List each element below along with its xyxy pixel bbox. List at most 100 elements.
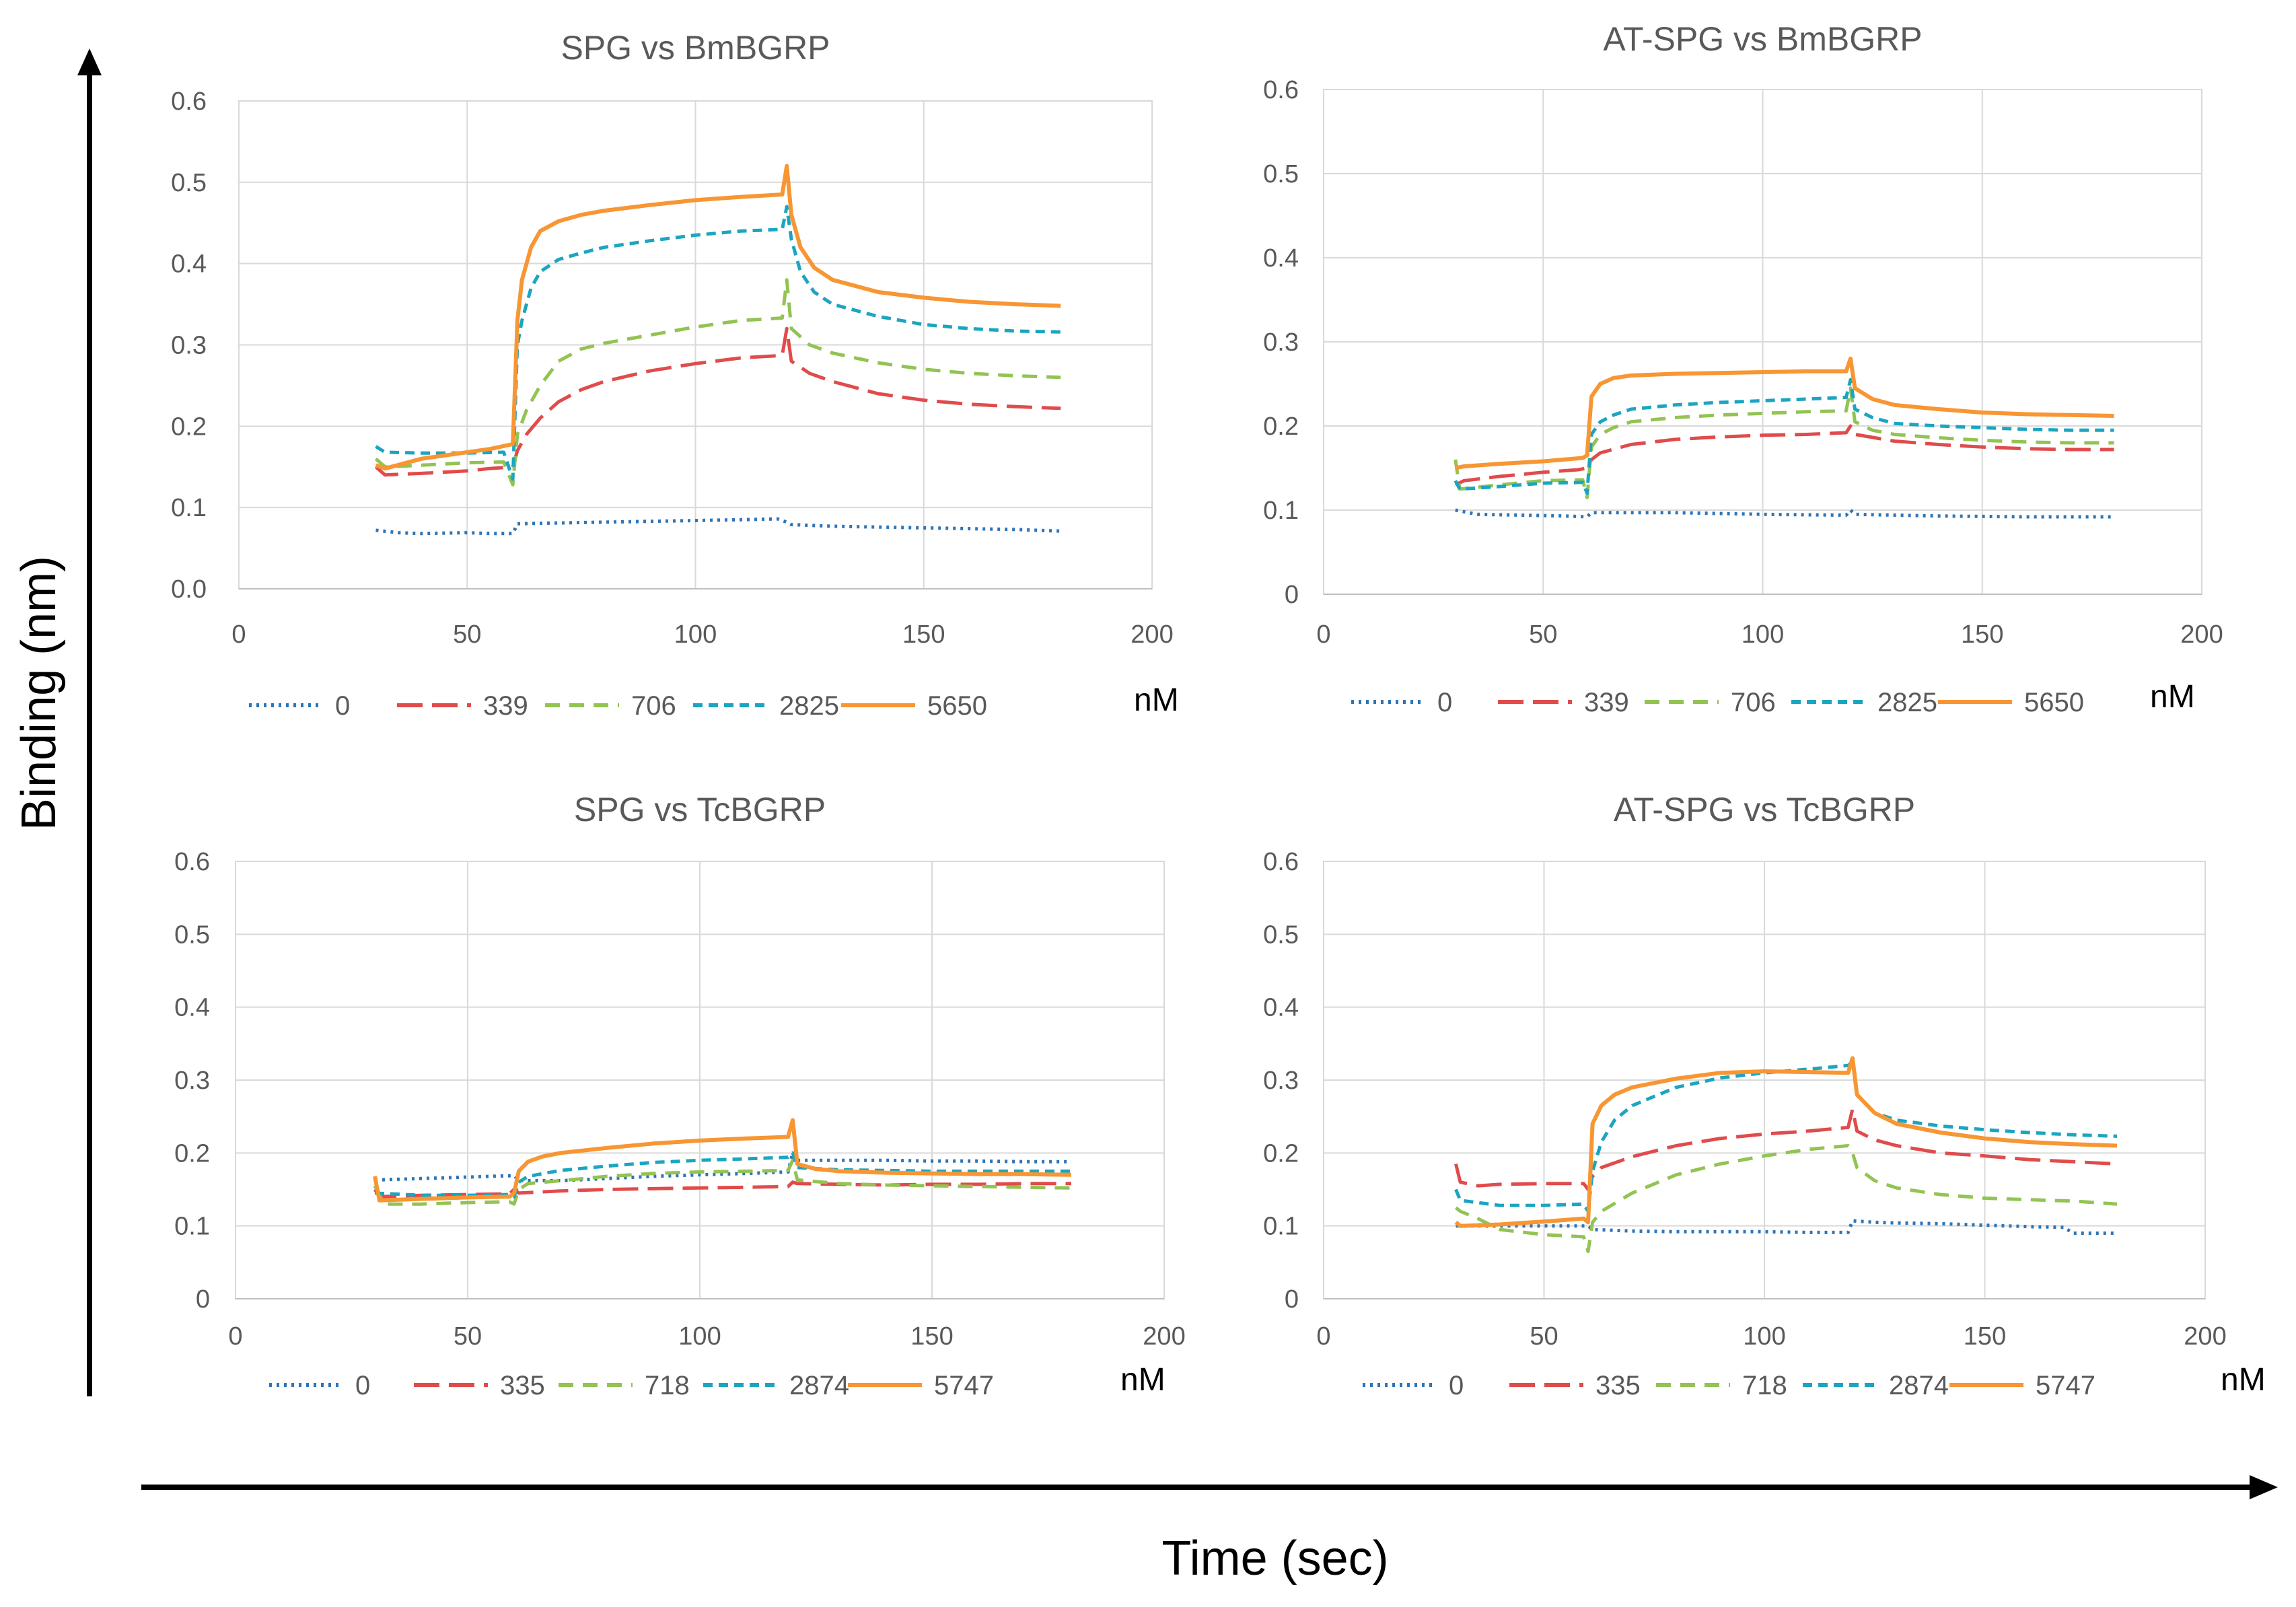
x-tick-label: 200 — [2180, 620, 2223, 649]
y-tick-label: 0.2 — [171, 413, 207, 441]
x-axis-title: Time (sec) — [1161, 1532, 1388, 1585]
legend-label: 335 — [1595, 1371, 1641, 1400]
series-line-718 — [373, 1158, 1072, 1206]
y-tick-label: 0.6 — [1263, 848, 1299, 876]
legend: 0 339 706 2825 5650 nM — [249, 682, 1179, 721]
series-line-718 — [1454, 1144, 2118, 1254]
panel-at-spg-vs-tcbgrp: AT-SPG vs TcBGRP 0 0.1 0.2 0.3 0.4 0.5 0.6 0 50 10… — [1263, 791, 2266, 1400]
legend-label: 2874 — [789, 1371, 849, 1400]
series-line-706 — [1454, 386, 2114, 499]
x-tick-label: 0 — [1316, 1322, 1330, 1351]
legend-label: 0 — [355, 1371, 370, 1400]
legend-label: 339 — [1584, 688, 1629, 717]
y-axis-arrowhead — [77, 48, 102, 75]
x-tick-label: 200 — [1143, 1322, 1185, 1351]
y-tick-label: 0.6 — [174, 848, 210, 876]
panel-spg-vs-tcbgrp: SPG vs TcBGRP 0 0.1 0.2 0.3 0.4 0.5 0.6 0 50 100 15… — [174, 791, 1186, 1400]
y-tick-label: 0.5 — [1263, 921, 1299, 949]
x-tick-label: 150 — [1964, 1322, 2006, 1351]
panel-title: SPG vs BmBGRP — [561, 29, 830, 67]
x-axis-arrowhead — [2250, 1475, 2278, 1499]
x-tick-label: 150 — [1961, 620, 2003, 649]
legend-label: 2825 — [779, 691, 839, 721]
legend: 0 335 718 2874 5747 nM — [1363, 1362, 2266, 1400]
legend-unit: nM — [1134, 682, 1179, 718]
x-tick-label: 0 — [1316, 620, 1330, 649]
x-tick-label: 0 — [228, 1322, 242, 1351]
x-tick-label: 50 — [453, 620, 481, 649]
y-tick-label: 0.4 — [171, 250, 207, 279]
series-line-335 — [373, 1180, 1071, 1199]
legend: 0 335 718 2874 5747 nM — [269, 1362, 1165, 1400]
panel-title: SPG vs TcBGRP — [574, 791, 826, 828]
y-tick-label: 0.4 — [1263, 244, 1299, 273]
legend-label: 718 — [1742, 1371, 1787, 1400]
x-tick-label: 50 — [454, 1322, 482, 1351]
legend-label: 5650 — [2024, 688, 2084, 717]
x-tick-label: 50 — [1530, 1322, 1558, 1351]
legend-label: 339 — [483, 691, 528, 721]
legend-label: 2874 — [1889, 1371, 1949, 1400]
legend-unit: nM — [2150, 679, 2195, 715]
legend-label: 706 — [631, 691, 676, 721]
legend-label: 5747 — [934, 1371, 994, 1400]
y-tick-label: 0.2 — [1263, 413, 1299, 441]
legend-label: 0 — [1449, 1371, 1464, 1400]
series-line-5747 — [373, 1118, 1072, 1203]
y-tick-label: 0.3 — [171, 332, 207, 360]
legend-label: 0 — [335, 691, 350, 721]
series-line-335 — [1454, 1107, 2118, 1191]
panel-at-spg-vs-bmbgrp: AT-SPG vs BmBGRP 0 0.1 0.2 0.3 0.4 0.5 0.6 0 50 10… — [1263, 20, 2223, 717]
y-tick-label: 0.6 — [1263, 76, 1299, 104]
y-tick-label: 0.1 — [1263, 1213, 1299, 1241]
y-tick-label: 0.1 — [171, 494, 207, 522]
x-tick-label: 0 — [231, 620, 246, 649]
x-tick-label: 100 — [1743, 1322, 1785, 1351]
legend-unit: nM — [1120, 1362, 1165, 1398]
series-line-0 — [374, 1151, 1071, 1182]
y-tick-label: 0 — [196, 1285, 210, 1314]
series-line-2874 — [1454, 1060, 2118, 1213]
legend-unit: nM — [2221, 1362, 2266, 1398]
series-line-339 — [1454, 424, 2114, 487]
series-line-5747 — [1454, 1056, 2118, 1228]
legend: 0 339 706 2825 5650 nM — [1351, 679, 2195, 717]
y-axis-title: Binding (nm) — [12, 556, 66, 830]
y-tick-label: 0.3 — [1263, 328, 1299, 357]
y-tick-label: 0.1 — [1263, 497, 1299, 525]
series-line-339 — [374, 326, 1061, 477]
x-tick-label: 150 — [910, 1322, 953, 1351]
y-tick-label: 0.6 — [171, 87, 207, 116]
series-line-0 — [1455, 508, 2114, 519]
x-tick-label: 50 — [1529, 620, 1557, 649]
series-line-2825 — [1454, 378, 2114, 495]
y-tick-label: 0.4 — [1263, 994, 1299, 1022]
x-tick-label: 100 — [678, 1322, 721, 1351]
y-tick-label: 0.0 — [171, 575, 207, 604]
y-tick-label: 0.1 — [174, 1213, 210, 1241]
legend-label: 718 — [645, 1371, 690, 1400]
y-tick-label: 0.5 — [171, 169, 207, 197]
y-tick-label: 0.2 — [174, 1139, 210, 1168]
series-line-5650 — [375, 164, 1061, 471]
legend-label: 0 — [1437, 688, 1452, 717]
panel-spg-vs-bmbgrp: SPG vs BmBGRP 0.0 0.1 0.2 0.3 0.4 0.5 0.6 0 50 100… — [171, 29, 1179, 721]
x-tick-label: 150 — [902, 620, 945, 649]
x-tick-label: 200 — [1131, 620, 1173, 649]
legend-label: 335 — [500, 1371, 545, 1400]
legend-label: 5747 — [2036, 1371, 2095, 1400]
series-line-5650 — [1455, 357, 2114, 470]
legend-label: 5650 — [927, 691, 987, 721]
series-line-2825 — [375, 205, 1061, 481]
x-tick-label: 200 — [2184, 1322, 2226, 1351]
y-tick-label: 0.5 — [1263, 160, 1299, 188]
series-line-0 — [375, 517, 1061, 536]
legend-label: 706 — [1731, 688, 1776, 717]
y-tick-label: 0.4 — [174, 994, 210, 1022]
series-line-706 — [374, 278, 1061, 487]
y-tick-label: 0.2 — [1263, 1139, 1299, 1168]
y-tick-label: 0.3 — [174, 1067, 210, 1095]
x-tick-label: 100 — [1742, 620, 1784, 649]
panel-title: AT-SPG vs BmBGRP — [1603, 20, 1922, 58]
